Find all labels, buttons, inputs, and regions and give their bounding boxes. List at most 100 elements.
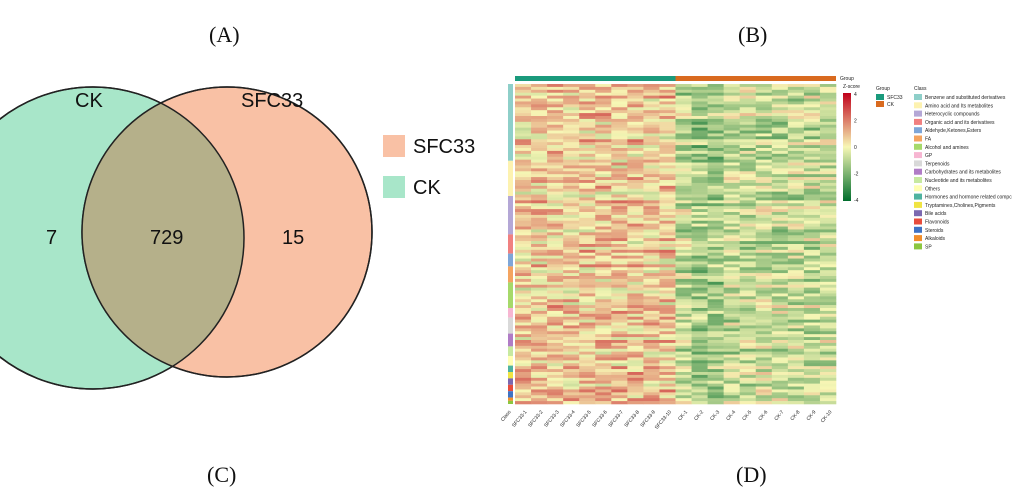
heatmap-cell xyxy=(755,116,773,120)
heatmap-cell xyxy=(531,398,548,402)
heatmap-cell xyxy=(803,214,821,219)
class-legend-swatch xyxy=(914,152,922,159)
heatmap-cell xyxy=(643,153,660,158)
heatmap-cell xyxy=(675,281,692,286)
heatmap-cell xyxy=(611,84,628,88)
heatmap-cell xyxy=(803,220,821,224)
heatmap-cell xyxy=(659,223,676,227)
class-track-segment xyxy=(508,356,513,366)
heatmap-cell xyxy=(595,217,612,222)
heatmap-cell xyxy=(659,203,676,207)
heatmap-cell xyxy=(627,162,644,166)
heatmap-cell xyxy=(723,255,740,259)
heatmap-cell xyxy=(611,235,628,239)
heatmap-cell xyxy=(691,386,708,390)
heatmap-cell xyxy=(579,116,596,120)
heatmap-cell xyxy=(547,383,564,387)
heatmap-cell xyxy=(547,209,564,213)
heatmap-cell xyxy=(643,101,660,105)
heatmap-cell xyxy=(675,118,692,123)
heatmap-cell xyxy=(707,270,724,274)
heatmap-cell xyxy=(547,273,564,277)
heatmap-cell xyxy=(547,374,564,379)
heatmap-cell xyxy=(819,232,837,236)
heatmap-cell xyxy=(643,316,660,320)
heatmap-cell xyxy=(659,185,676,190)
heatmap-cell xyxy=(675,197,692,201)
heatmap-cell xyxy=(563,159,580,163)
sample-label: CK-1 xyxy=(677,409,689,422)
heatmap-cell xyxy=(691,185,708,190)
heatmap-cell xyxy=(803,156,821,160)
heatmap-cell xyxy=(611,383,628,387)
heatmap-cell xyxy=(611,188,628,192)
heatmap-cell xyxy=(787,84,805,88)
heatmap-cell xyxy=(611,299,628,303)
heatmap-cell xyxy=(803,174,821,178)
heatmap-cell xyxy=(691,121,708,126)
heatmap-cell xyxy=(723,191,740,195)
heatmap-cell xyxy=(611,273,628,277)
heatmap-cell xyxy=(643,313,660,318)
heatmap-cell xyxy=(691,180,708,184)
heatmap-cell xyxy=(515,223,532,227)
heatmap-cell xyxy=(803,226,821,230)
heatmap-cell xyxy=(819,249,837,254)
heatmap-cell xyxy=(579,293,596,297)
heatmap-cell xyxy=(819,217,837,222)
venn-count-sfc33-only: 15 xyxy=(282,227,304,249)
heatmap-cell xyxy=(803,310,821,315)
heatmap-cell xyxy=(803,194,821,198)
heatmap-cell xyxy=(627,107,644,111)
heatmap-cell xyxy=(787,124,805,128)
heatmap-cell xyxy=(723,334,740,338)
heatmap-cell xyxy=(531,229,548,233)
heatmap-cell xyxy=(579,95,596,99)
heatmap-cell xyxy=(755,235,773,239)
heatmap-cell xyxy=(739,374,757,379)
heatmap-cell xyxy=(643,171,660,175)
heatmap-cell xyxy=(803,121,821,126)
heatmap-cell xyxy=(547,354,564,358)
heatmap-cell xyxy=(723,331,740,335)
heatmap-cell xyxy=(547,220,564,224)
heatmap-cell xyxy=(659,101,676,105)
heatmap-cell xyxy=(531,296,548,300)
heatmap-cell xyxy=(595,92,612,96)
heatmap-cell xyxy=(563,89,580,94)
heatmap-cell xyxy=(595,305,612,309)
heatmap-cell xyxy=(819,281,837,286)
heatmap-cell xyxy=(755,121,773,126)
heatmap-cell xyxy=(515,337,532,341)
class-track-segment xyxy=(508,384,513,392)
heatmap-cell xyxy=(659,278,676,283)
heatmap-cell xyxy=(515,162,532,166)
heatmap-cell xyxy=(803,395,821,399)
heatmap-cell xyxy=(755,241,773,245)
heatmap-cell xyxy=(515,334,532,338)
heatmap-cell xyxy=(643,136,660,140)
heatmap-cell xyxy=(579,328,596,332)
heatmap-cell xyxy=(819,278,837,283)
class-legend-swatch xyxy=(914,118,922,125)
heatmap-cell xyxy=(563,232,580,236)
heatmap-cell xyxy=(627,145,644,149)
heatmap-cell xyxy=(531,177,548,181)
heatmap-cell xyxy=(819,273,837,277)
heatmap-cell xyxy=(675,116,692,120)
heatmap-cell xyxy=(579,121,596,126)
heatmap-cell xyxy=(563,331,580,335)
heatmap-cell xyxy=(771,270,789,274)
heatmap-cell xyxy=(755,261,773,265)
heatmap-cell xyxy=(531,241,548,245)
heatmap-cell xyxy=(771,264,789,268)
heatmap-cell xyxy=(579,270,596,274)
group-track-segment xyxy=(515,76,676,81)
heatmap-cell xyxy=(787,214,805,219)
heatmap-cell xyxy=(563,366,580,370)
heatmap-cell xyxy=(755,150,773,155)
heatmap-cell xyxy=(739,197,757,201)
heatmap-cell xyxy=(611,200,628,204)
heatmap-cell xyxy=(627,148,644,152)
heatmap-cell xyxy=(819,328,837,332)
